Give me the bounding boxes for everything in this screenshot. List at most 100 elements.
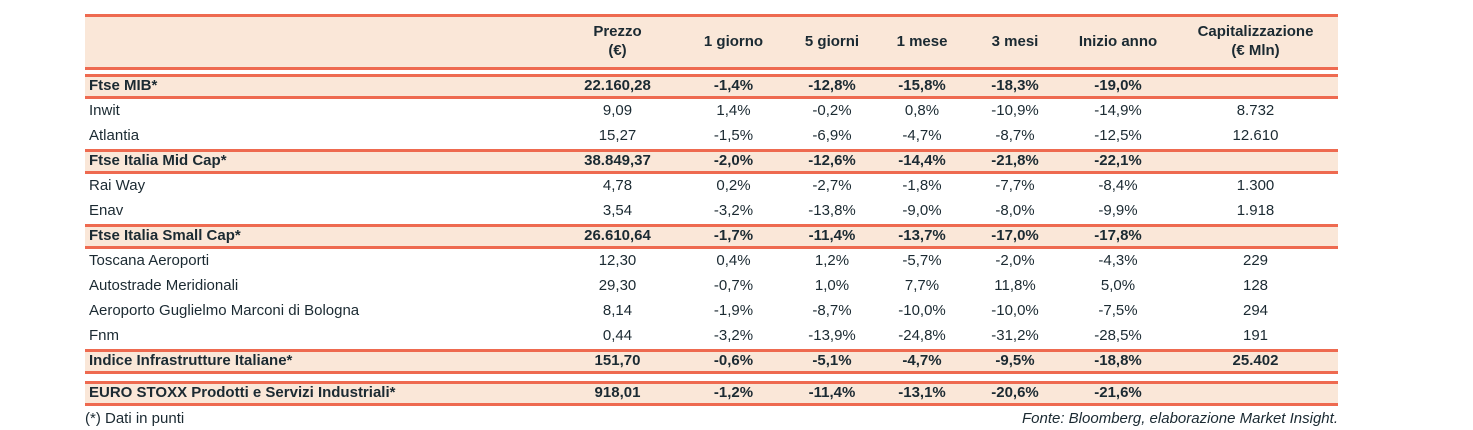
cell-d5: -0,2%	[812, 102, 852, 120]
cell-d1: -1,2%	[713, 384, 754, 402]
cell-cap: 25.402	[1232, 352, 1279, 370]
cell-name: Rai Way	[89, 177, 146, 195]
cell-m3: -2,0%	[995, 252, 1035, 270]
cell-m3: -9,5%	[995, 352, 1035, 370]
cell-cap: 8.732	[1236, 102, 1275, 120]
stock-row: Rai Way 4,78 0,2% -2,7% -1,8% -7,7% -8,4% 1.300	[85, 174, 1338, 199]
cell-prezzo: 151,70	[594, 352, 641, 370]
cell-m1: -24,8%	[898, 327, 946, 345]
cell-prezzo: 8,14	[602, 302, 633, 320]
cell-ytd: -12,5%	[1094, 127, 1142, 145]
table-body: Ftse MIB* 22.160,28 -1,4% -12,8% -15,8% -18,3…	[85, 74, 1338, 406]
cell-ytd: -19,0%	[1094, 77, 1142, 95]
cell-name: EURO STOXX Prodotti e Servizi Industrial…	[89, 384, 396, 402]
cell-prezzo: 29,30	[598, 277, 637, 295]
cell-m1: 0,8%	[904, 102, 940, 120]
stock-row: Toscana Aeroporti 12,30 0,4% 1,2% -5,7% -2,0%…	[85, 249, 1338, 274]
cell-name: Fnm	[89, 327, 119, 345]
cell-prezzo: 12,30	[598, 252, 637, 270]
cell-name: Ftse MIB*	[89, 77, 158, 95]
column-header-d5: 5 giorni	[804, 32, 860, 50]
cell-m1: -14,4%	[898, 152, 946, 170]
cell-d5: -11,4%	[808, 384, 856, 402]
cell-m1: 7,7%	[904, 277, 940, 295]
cell-prezzo: 15,27	[598, 127, 637, 145]
cell-d5: -8,7%	[812, 302, 852, 320]
cell-d1: 0,4%	[716, 252, 751, 270]
cell-name: Indice Infrastrutture Italiane*	[89, 352, 293, 370]
cell-prezzo: 22.160,28	[584, 77, 651, 95]
column-header-prezzo: Prezzo (€)	[593, 23, 642, 59]
stock-row: Fnm 0,44 -3,2% -13,9% -24,8% -31,2% -28,5% 191	[85, 324, 1338, 349]
cell-ytd: 5,0%	[1100, 277, 1136, 295]
cell-d1: -2,0%	[713, 152, 754, 170]
cell-d5: -12,8%	[808, 77, 856, 95]
cell-prezzo: 0,44	[602, 327, 633, 345]
cell-d5: -6,9%	[812, 127, 852, 145]
cell-name: Ftse Italia Small Cap*	[89, 227, 241, 245]
cell-ytd: -9,9%	[1098, 202, 1138, 220]
column-header-cap: Capitalizzazione (€ Mln)	[1197, 23, 1314, 59]
cell-prezzo: 918,01	[594, 384, 641, 402]
cell-name: Aeroporto Guglielmo Marconi di Bologna	[89, 302, 360, 320]
stock-row: Aeroporto Guglielmo Marconi di Bologna 8,…	[85, 299, 1338, 324]
cell-m3: -20,6%	[991, 384, 1039, 402]
cell-cap: 1.918	[1236, 202, 1275, 220]
column-header-m3: 3 mesi	[991, 32, 1039, 50]
cell-name: Enav	[89, 202, 124, 220]
cell-m1: -10,0%	[898, 302, 946, 320]
cell-m1: -13,1%	[898, 384, 946, 402]
cell-name: Atlantia	[89, 127, 140, 145]
cell-prezzo: 38.849,37	[584, 152, 651, 170]
table-footer: (*) Dati in punti Fonte: Bloomberg, elab…	[85, 410, 1338, 427]
cell-prezzo: 3,54	[602, 202, 633, 220]
cell-cap: 229	[1242, 252, 1269, 270]
cell-prezzo: 4,78	[602, 177, 633, 195]
cell-ytd: -14,9%	[1094, 102, 1142, 120]
cell-ytd: -21,6%	[1094, 384, 1142, 402]
cell-name: Ftse Italia Mid Cap*	[89, 152, 227, 170]
cell-d1: 1,4%	[716, 102, 751, 120]
stock-row: Atlantia 15,27 -1,5% -6,9% -4,7% -8,7% -12,5% 1…	[85, 124, 1338, 149]
cell-m1: -5,7%	[902, 252, 942, 270]
cell-prezzo: 26.610,64	[584, 227, 651, 245]
index-row: EURO STOXX Prodotti e Servizi Industrial…	[85, 381, 1338, 406]
cell-m1: -15,8%	[898, 77, 946, 95]
column-header-d1: 1 giorno	[703, 32, 764, 50]
stock-row: Enav 3,54 -3,2% -13,8% -9,0% -8,0% -9,9% 1.918	[85, 199, 1338, 224]
cell-ytd: -22,1%	[1094, 152, 1142, 170]
cell-d5: -13,8%	[808, 202, 856, 220]
cell-m1: -13,7%	[898, 227, 946, 245]
cell-m1: -4,7%	[902, 352, 942, 370]
cell-ytd: -17,8%	[1094, 227, 1142, 245]
footnote-dati-in-punti: (*) Dati in punti	[85, 410, 185, 427]
cell-m1: -4,7%	[902, 127, 942, 145]
cell-prezzo: 9,09	[602, 102, 633, 120]
cell-d5: -12,6%	[808, 152, 856, 170]
cell-m3: -10,0%	[991, 302, 1039, 320]
cell-d1: -3,2%	[713, 327, 754, 345]
cell-d1: -1,5%	[713, 127, 754, 145]
cell-d1: -0,6%	[713, 352, 754, 370]
cell-d1: 0,2%	[716, 177, 751, 195]
cell-ytd: -4,3%	[1098, 252, 1138, 270]
cell-d5: 1,2%	[814, 252, 850, 270]
market-data-table: Prezzo (€) 1 giorno 5 giorni 1 mese 3 mesi In…	[85, 14, 1338, 427]
cell-d5: -2,7%	[812, 177, 852, 195]
index-row: Ftse Italia Small Cap* 26.610,64 -1,7% -11,…	[85, 224, 1338, 249]
cell-name: Autostrade Meridionali	[89, 277, 239, 295]
table-header-row: Prezzo (€) 1 giorno 5 giorni 1 mese 3 mesi In…	[85, 14, 1338, 70]
cell-ytd: -7,5%	[1098, 302, 1138, 320]
cell-d5: -13,9%	[808, 327, 856, 345]
index-row: Ftse Italia Mid Cap* 38.849,37 -2,0% -12,6%…	[85, 149, 1338, 174]
cell-cap: 128	[1242, 277, 1269, 295]
cell-m3: -17,0%	[991, 227, 1039, 245]
index-row: Ftse MIB* 22.160,28 -1,4% -12,8% -15,8% -18,3…	[85, 74, 1338, 99]
cell-m3: -10,9%	[991, 102, 1039, 120]
cell-m3: -8,7%	[995, 127, 1035, 145]
cell-d1: -3,2%	[713, 202, 754, 220]
cell-d1: -0,7%	[713, 277, 754, 295]
cell-d1: -1,9%	[713, 302, 754, 320]
cell-cap: 1.300	[1236, 177, 1275, 195]
cell-m3: -8,0%	[995, 202, 1035, 220]
